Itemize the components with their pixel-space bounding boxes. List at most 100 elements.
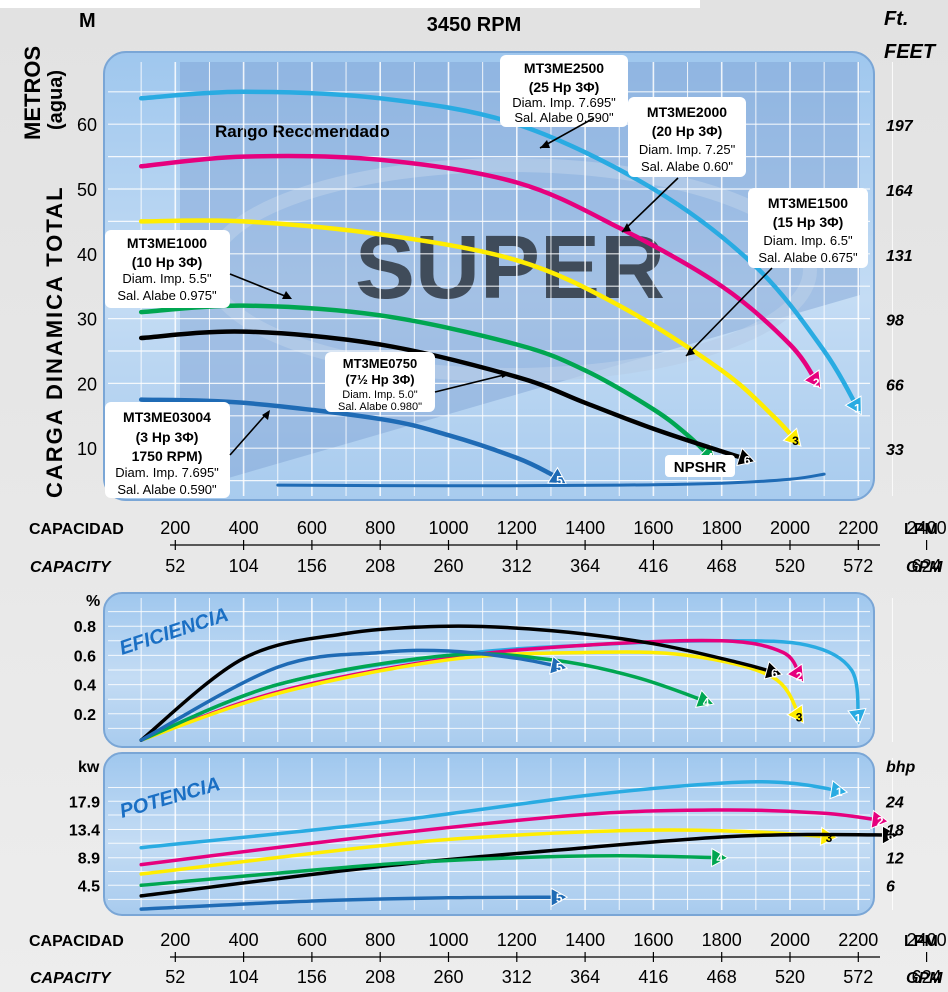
gpm-tick: 364: [570, 556, 600, 576]
range-label: Rango Recomendado: [215, 122, 390, 141]
annotation-p5: MT3ME03004 (3 Hp 3Φ) 1750 RPM) Diam. Imp…: [105, 402, 230, 498]
head-tick-ft: 33: [886, 442, 904, 459]
gpm-tick: 520: [775, 967, 805, 987]
gpm-tick: 520: [775, 556, 805, 576]
arrowhead-p4: [282, 291, 292, 299]
top-band: [0, 0, 700, 8]
lpm-unit: LPM: [904, 521, 938, 538]
gpm-tick: 156: [297, 967, 327, 987]
capacity-label-es: CAPACIDAD: [29, 521, 124, 538]
head-tick-m: 50: [77, 180, 97, 200]
efficiency-unit: %: [86, 593, 100, 610]
head-tick-m: 20: [77, 374, 97, 394]
power-unit-kw: kw: [78, 759, 100, 776]
leader-p6: [434, 373, 509, 393]
annotation-p3-name: MT3ME1500: [768, 195, 848, 211]
gpm-unit: GPM: [906, 559, 943, 576]
eff-curve-3: [139, 650, 802, 742]
head-tick-m: 40: [77, 245, 97, 265]
head-marker-label-1: 1: [854, 402, 861, 416]
annotation-p6-name: MT3ME0750: [343, 356, 417, 371]
agua-label: (agua): [45, 70, 67, 130]
head-marker-2: [803, 369, 822, 390]
head-marker-label-3: 3: [792, 434, 799, 448]
pow-curve-6: [139, 832, 895, 898]
gpm-tick: 312: [502, 967, 532, 987]
pow-marker-label-4: 4: [716, 852, 723, 866]
right-unit-feet: FEET: [884, 41, 937, 63]
gpm-tick: 572: [843, 967, 873, 987]
head-marker-label-6: 6: [744, 453, 751, 467]
pow-tick-bhp: 24: [885, 794, 904, 811]
annotation-p5-name: MT3ME03004: [123, 409, 211, 425]
right-unit-ft: Ft.: [884, 8, 908, 30]
pow-marker-6: [881, 825, 900, 845]
lpm-tick: 400: [229, 930, 259, 950]
lpm-tick: 600: [297, 518, 327, 538]
pow-tick-bhp: 18: [886, 822, 904, 839]
head-curve-4: [138, 303, 714, 461]
gpm-tick: 52: [165, 967, 185, 987]
gpm-unit: GPM: [906, 970, 943, 987]
eff-marker-label-1: 1: [855, 712, 862, 726]
pow-tick-kw: 8.9: [78, 851, 100, 868]
lpm-tick: 600: [297, 930, 327, 950]
gpm-tick: 104: [229, 967, 259, 987]
head-tick-ft: 131: [886, 248, 913, 265]
annotation-p2-diam: Diam. Imp. 7.25": [639, 142, 736, 157]
eff-tick: 0.6: [74, 648, 96, 665]
axis-ticks: 6050403020101971641319866330.80.60.40.21…: [29, 115, 947, 987]
head-tick-m: 60: [77, 115, 97, 135]
pow-marker-label-5: 5: [556, 891, 563, 905]
annotation-p6-diam: Diam. Imp. 5.0": [342, 389, 418, 401]
pow-marker-4: [711, 847, 729, 868]
gpm-tick: 416: [638, 556, 668, 576]
arrowhead-p1: [540, 140, 550, 148]
pow-marker-label-2: 2: [877, 814, 884, 828]
eff-curve-5: [139, 648, 563, 742]
gpm-tick: 104: [229, 556, 259, 576]
annotation-p3-diam: Diam. Imp. 6.5": [763, 233, 853, 248]
arrowhead-p2: [622, 223, 631, 232]
curves: 1 2 3 4 6 5 1 2 3 4 6 5 1 2 364 5: [138, 89, 900, 911]
pow-curve-5: [139, 895, 563, 911]
lpm-tick: 2200: [838, 930, 878, 950]
gpm-tick: 572: [843, 556, 873, 576]
pow-curve-1: [139, 780, 843, 850]
lpm-tick: 1000: [428, 518, 468, 538]
annotation-p2-sal: Sal. Alabe 0.60": [641, 159, 733, 174]
gpm-tick: 208: [365, 967, 395, 987]
leader-arrowheads: [262, 140, 695, 420]
pow-tick-kw: 17.9: [69, 794, 100, 811]
annotation-p5-hp: (3 Hp 3Φ): [136, 429, 199, 445]
head-curve-5: [138, 397, 564, 483]
gpm-tick: 156: [297, 556, 327, 576]
gpm-tick: 468: [707, 556, 737, 576]
pow-marker-3: [819, 826, 838, 847]
annotation-p5-sal: Sal. Alabe 0.590": [117, 482, 217, 497]
gpm-tick: 468: [707, 967, 737, 987]
npshr-label: NPSHR: [665, 455, 735, 477]
lpm-tick: 1800: [702, 518, 742, 538]
gpm-tick: 260: [433, 967, 463, 987]
annotation-p5-diam: Diam. Imp. 7.695": [115, 465, 219, 480]
head-tick-ft: 98: [886, 313, 904, 330]
annotation-p1-hp: (25 Hp 3Φ): [529, 79, 600, 95]
pow-marker-2: [870, 809, 890, 830]
lpm-tick: 1200: [497, 930, 537, 950]
capacity-label-en: CAPACITY: [30, 970, 112, 987]
head-marker-label-2: 2: [813, 376, 820, 390]
gpm-tick: 208: [365, 556, 395, 576]
annotation-p4: MT3ME1000 (10 Hp 3Φ) Diam. Imp. 5.5" Sal…: [105, 230, 230, 308]
head-curve-1: [138, 89, 861, 412]
eff-tick: 0.2: [74, 707, 96, 724]
lpm-tick: 1600: [633, 518, 673, 538]
head-tick-ft: 164: [886, 183, 913, 200]
lpm-tick: 1400: [565, 518, 605, 538]
eff-marker-label-3: 3: [796, 711, 803, 725]
capacity-label-es: CAPACIDAD: [29, 933, 124, 950]
rpm-title: 3450 RPM: [427, 14, 522, 36]
annotation-p1-name: MT3ME2500: [524, 60, 604, 76]
annotation-p6-sal: Sal. Alabe 0.980": [338, 401, 422, 413]
